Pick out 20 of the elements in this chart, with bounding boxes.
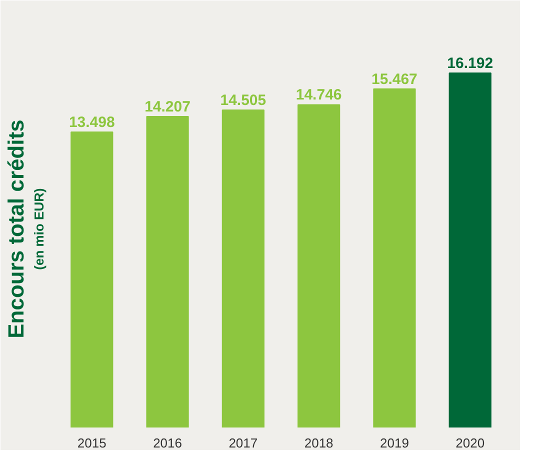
x-tick-label: 2020 [456,436,485,450]
data-label: 15.467 [372,70,418,88]
annotation: (en mio EUR) [32,188,46,270]
x-tick-label: 2015 [77,436,106,450]
y-axis-title: Encours total crédits [4,120,28,338]
x-tick-label: 2019 [380,436,409,450]
data-label: 14.746 [296,86,342,104]
data-label: 13.498 [68,114,115,132]
bar [298,104,340,428]
bar [448,72,492,428]
bar [70,132,114,428]
x-tick-label: 2018 [304,436,334,450]
bar [146,116,189,428]
bar [373,88,416,428]
data-label: 16.192 [447,55,494,72]
data-label: 14.207 [144,98,190,116]
bar [222,109,264,428]
data-label: 14.505 [220,92,266,109]
x-tick-label: 2017 [228,436,258,450]
x-tick-label: 2016 [153,436,182,450]
